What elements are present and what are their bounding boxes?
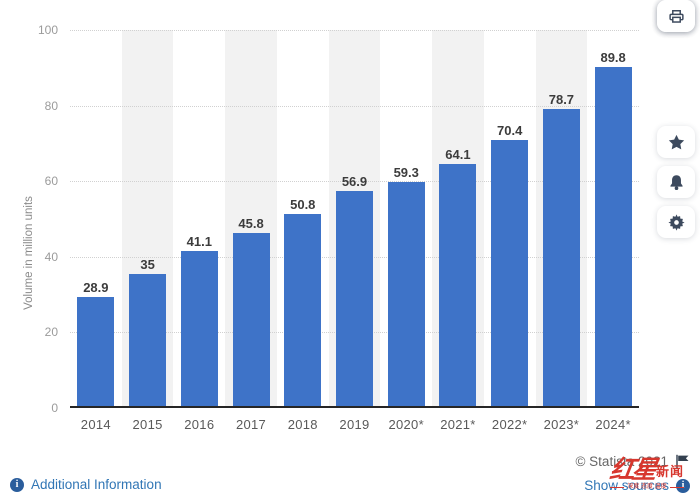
- x-axis-label: 2018: [287, 417, 318, 432]
- x-axis-label: 2021*: [440, 417, 476, 432]
- y-axis-tick: 100: [37, 23, 58, 37]
- bar: [439, 163, 477, 406]
- bar-value-label: 45.8: [238, 215, 264, 231]
- bar: [336, 190, 373, 406]
- bar-value-label: 78.7: [548, 91, 575, 107]
- settings-button[interactable]: [657, 206, 695, 238]
- y-axis-tick: 20: [44, 325, 58, 340]
- bar-value-label: 50.8: [290, 196, 316, 212]
- bell-icon: [668, 174, 685, 191]
- bar-value-label: 59.3: [393, 164, 419, 180]
- x-axis-label: 2020*: [388, 417, 424, 432]
- x-axis-label: 2014: [80, 417, 111, 432]
- x-axis-label: 2015: [132, 417, 163, 432]
- additional-information-label: Additional Information: [31, 477, 162, 492]
- x-axis-label: 2016: [184, 417, 215, 432]
- bar-value-label: 56.9: [341, 173, 368, 189]
- additional-information-link[interactable]: i Additional Information: [10, 477, 162, 492]
- show-sources-label: Show sources: [584, 478, 669, 493]
- print-button[interactable]: [657, 0, 695, 32]
- x-axis-label: 2022*: [491, 417, 528, 432]
- bar-value-label: 89.8: [600, 49, 626, 65]
- bar: [491, 139, 529, 406]
- bar-value-label: 70.4: [497, 122, 523, 138]
- print-icon: [668, 8, 685, 25]
- bar: [387, 181, 425, 406]
- flag-icon[interactable]: [675, 454, 690, 469]
- y-axis-tick: 0: [51, 401, 58, 415]
- y-axis-tick: 60: [44, 174, 58, 189]
- gridline: [70, 30, 639, 31]
- x-axis-label: 2017: [235, 417, 267, 432]
- chart-plot: 28.9 2014 35 2015 41.1 2016 45.8 2017 50.8 2018 56…: [70, 30, 639, 432]
- bar: [77, 296, 115, 406]
- bar: [232, 232, 270, 406]
- show-sources-link[interactable]: Show sources i: [584, 478, 690, 493]
- copyright-notice: © Statista 2021: [575, 454, 690, 469]
- bar: [542, 108, 580, 406]
- notifications-button[interactable]: [657, 166, 695, 198]
- bar-value-label: 35: [140, 256, 155, 272]
- bar: [594, 66, 632, 406]
- y-axis-tick: 40: [44, 249, 58, 264]
- favorite-button[interactable]: [657, 126, 695, 158]
- bar: [180, 250, 218, 406]
- bar-value-label: 28.9: [83, 279, 109, 295]
- gridline: [70, 181, 639, 183]
- x-axis-label: 2019: [339, 417, 370, 432]
- bar-value-label: 41.1: [186, 233, 212, 249]
- info-circle-icon: i: [676, 478, 690, 493]
- info-circle-icon: i: [10, 477, 24, 492]
- x-axis-label: 2023*: [543, 417, 580, 432]
- gridline: [70, 105, 639, 107]
- bar: [284, 213, 322, 406]
- y-axis-tick: 80: [44, 98, 58, 113]
- bar-value-label: 64.1: [445, 146, 471, 162]
- gear-icon: [667, 213, 685, 231]
- x-axis-label: 2024*: [595, 417, 631, 432]
- bar: [129, 273, 167, 406]
- copyright-text: © Statista 2021: [575, 454, 668, 469]
- star-icon: [668, 134, 685, 151]
